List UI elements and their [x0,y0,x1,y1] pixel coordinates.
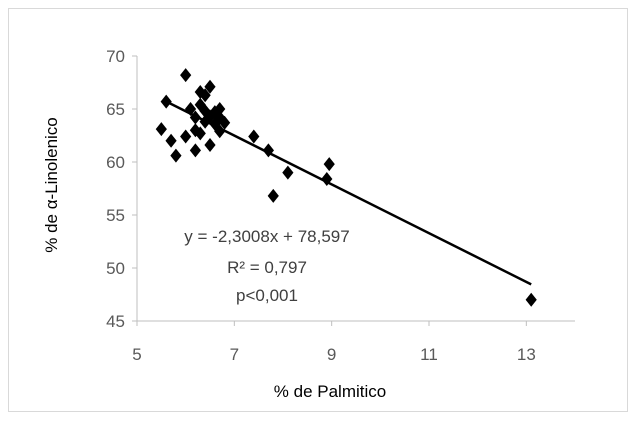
data-point [323,157,335,172]
x-tick-label: 5 [132,345,141,364]
data-point [267,188,279,203]
regression-annotations: y = -2,3008x + 78,597 R² = 0,797 p<0,001 [184,227,349,305]
p-value-label: p<0,001 [236,286,298,305]
r-squared-label: R² = 0,797 [227,258,307,277]
axes [132,55,575,326]
y-tick-label: 70 [106,47,125,66]
y-tick-label: 60 [106,153,125,172]
x-tick-labels: 5 7 9 11 13 [132,345,536,364]
data-point [321,171,333,186]
data-point [525,292,537,307]
data-point [170,148,182,163]
y-tick-label: 55 [106,206,125,225]
y-tick-label: 65 [106,100,125,119]
trendline [165,100,532,286]
x-tick-label: 13 [517,345,536,364]
data-point [204,138,216,153]
trendline-group [165,100,532,286]
y-tick-label: 50 [106,259,125,278]
y-tick-labels: 45 50 55 60 65 70 [106,47,125,331]
data-point [155,122,167,137]
data-points [155,68,537,307]
data-point [219,115,231,130]
x-tick-label: 11 [420,345,438,364]
x-axis-title: % de Palmitico [274,382,386,401]
data-point [282,165,294,180]
y-axis-title: % de α-Linolenico [42,117,61,253]
x-tick-label: 7 [230,345,239,364]
data-point [204,79,216,94]
data-point [248,129,260,144]
y-tick-label: 45 [106,312,125,331]
data-point [189,143,201,158]
data-point [165,133,177,148]
data-point [199,88,211,103]
x-tick-label: 9 [327,345,336,364]
data-point [180,68,192,83]
regression-equation: y = -2,3008x + 78,597 [184,227,349,246]
data-point [262,143,274,158]
chart-area [8,8,628,412]
data-point [194,126,206,141]
data-point [214,102,226,116]
data-point [180,129,192,144]
